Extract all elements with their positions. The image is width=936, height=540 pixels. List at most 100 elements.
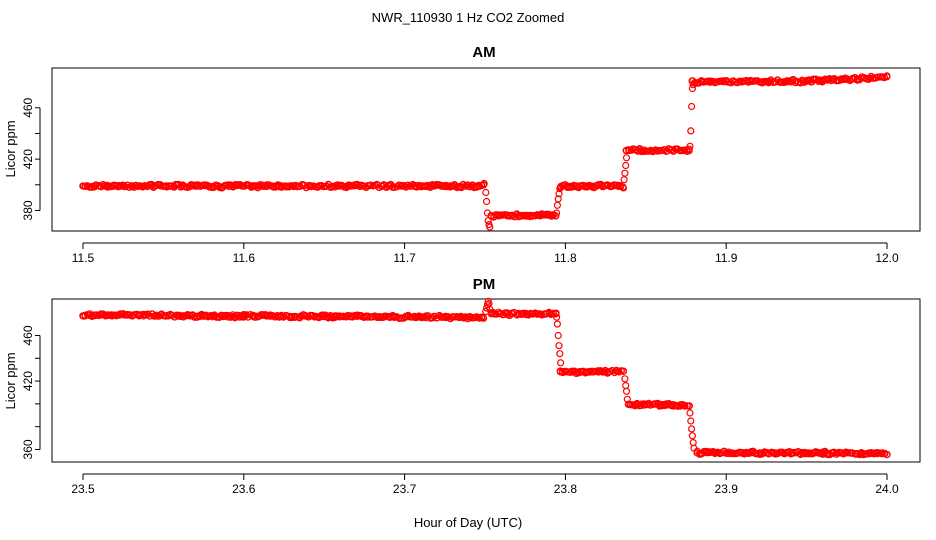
am-panel-title: AM bbox=[472, 44, 495, 61]
pm-data-point bbox=[690, 444, 698, 452]
pm-data-point bbox=[555, 342, 563, 350]
am-data-point bbox=[482, 188, 490, 197]
am-data-point bbox=[483, 209, 491, 217]
pm-data-point bbox=[450, 313, 458, 321]
pm-x-tick-label: 24.0 bbox=[875, 482, 899, 496]
am-data-point bbox=[486, 223, 494, 231]
am-data-point bbox=[556, 185, 564, 193]
pm-data-point bbox=[554, 331, 562, 340]
x-axis-title: Hour of Day (UTC) bbox=[414, 515, 522, 530]
pm-data-point bbox=[780, 449, 789, 457]
am-x-axis: 11.5 11.6 11.7 11.8 11.9 12.0 bbox=[72, 242, 899, 265]
am-data-point bbox=[687, 127, 695, 135]
pm-data-point bbox=[873, 449, 882, 457]
am-data-point bbox=[105, 182, 113, 190]
pm-y-axis: 360 420 460 bbox=[21, 325, 41, 459]
pm-data-point bbox=[482, 307, 490, 316]
am-data-point bbox=[719, 77, 728, 85]
am-data-point bbox=[388, 183, 396, 191]
pm-data-point bbox=[853, 450, 861, 458]
am-y-tick-label: 380 bbox=[21, 200, 35, 220]
am-data-point bbox=[688, 84, 697, 93]
pm-data-point bbox=[687, 417, 695, 425]
am-data-point bbox=[553, 201, 562, 209]
pm-y-tick-label: 460 bbox=[21, 325, 35, 345]
am-data-point bbox=[621, 169, 629, 177]
pm-data-point bbox=[479, 313, 487, 321]
am-y-axis: 380 420 460 bbox=[21, 97, 41, 220]
pm-x-tick-label: 23.6 bbox=[232, 482, 256, 496]
am-data-point bbox=[484, 217, 492, 225]
am-data-point bbox=[871, 74, 879, 82]
pm-x-tick-label: 23.7 bbox=[393, 482, 417, 496]
pm-data-point bbox=[844, 449, 852, 457]
am-data-point bbox=[676, 147, 684, 155]
am-data-point bbox=[624, 146, 633, 154]
pm-data-point bbox=[552, 310, 560, 318]
pm-data-points bbox=[79, 297, 891, 459]
am-x-tick-label: 11.8 bbox=[554, 251, 577, 265]
pm-panel: PM Licor ppm 23.5 23.6 23.7 23.8 23.9 24.0 36… bbox=[3, 276, 921, 496]
am-y-axis-label: Licor ppm bbox=[3, 120, 18, 177]
pm-x-tick-label: 23.5 bbox=[71, 482, 95, 496]
am-x-tick-label: 11.7 bbox=[393, 251, 416, 265]
pm-data-point bbox=[688, 432, 697, 440]
am-data-point bbox=[699, 78, 707, 86]
pm-data-point bbox=[689, 439, 697, 447]
pm-data-point bbox=[395, 314, 403, 322]
pm-x-tick-label: 23.8 bbox=[554, 482, 578, 496]
pm-y-axis-label: Licor ppm bbox=[3, 352, 18, 409]
pm-plot-frame bbox=[51, 298, 921, 463]
pm-data-point bbox=[556, 350, 564, 358]
am-data-point bbox=[883, 73, 891, 81]
pm-data-point bbox=[622, 382, 630, 390]
am-data-point bbox=[397, 182, 405, 190]
am-data-point bbox=[529, 211, 537, 220]
pm-data-point bbox=[622, 387, 631, 395]
pm-data-point bbox=[130, 311, 138, 319]
am-data-point bbox=[163, 182, 171, 190]
am-data-point bbox=[620, 176, 628, 184]
am-data-point bbox=[687, 102, 696, 111]
am-data-point bbox=[622, 154, 631, 162]
am-data-point bbox=[689, 81, 697, 89]
am-data-point bbox=[619, 183, 627, 191]
pm-data-point bbox=[553, 320, 562, 328]
am-data-point bbox=[483, 197, 491, 206]
am-data-point bbox=[480, 179, 488, 188]
pm-panel-title: PM bbox=[473, 276, 496, 293]
pm-x-tick-label: 23.9 bbox=[715, 482, 739, 496]
pm-data-point bbox=[417, 313, 425, 321]
am-data-points bbox=[79, 72, 891, 231]
am-data-point bbox=[686, 142, 694, 150]
pm-data-point bbox=[751, 450, 760, 458]
am-panel: AM Licor ppm 11.5 11.6 11.7 11.8 11.9 12.0 38… bbox=[3, 44, 921, 265]
pm-data-point bbox=[486, 305, 494, 313]
pm-data-point bbox=[468, 314, 476, 322]
pm-data-point bbox=[687, 425, 696, 433]
am-data-point bbox=[555, 190, 563, 198]
pm-data-point bbox=[611, 368, 619, 377]
am-data-point bbox=[554, 195, 562, 203]
pm-data-point bbox=[552, 313, 561, 321]
am-data-point bbox=[494, 211, 502, 219]
pm-data-point bbox=[646, 401, 655, 409]
pm-data-point bbox=[623, 395, 631, 403]
am-data-point bbox=[448, 182, 456, 190]
figure-title: NWR_110930 1 Hz CO2 Zoomed bbox=[372, 10, 565, 25]
am-x-tick-label: 12.0 bbox=[875, 251, 899, 265]
am-data-point bbox=[552, 209, 561, 217]
am-y-tick-label: 420 bbox=[21, 149, 35, 169]
am-x-tick-label: 11.9 bbox=[715, 251, 738, 265]
pm-x-axis: 23.5 23.6 23.7 23.8 23.9 24.0 bbox=[71, 473, 899, 496]
pm-data-point bbox=[619, 367, 628, 375]
am-data-point bbox=[642, 147, 650, 155]
am-data-point bbox=[622, 161, 630, 170]
pm-y-tick-label: 420 bbox=[21, 371, 35, 391]
am-x-tick-label: 11.5 bbox=[72, 251, 95, 265]
pm-data-point bbox=[556, 359, 565, 367]
am-data-point bbox=[123, 181, 132, 189]
am-y-tick-label: 460 bbox=[21, 97, 35, 117]
pm-data-point bbox=[883, 451, 891, 459]
